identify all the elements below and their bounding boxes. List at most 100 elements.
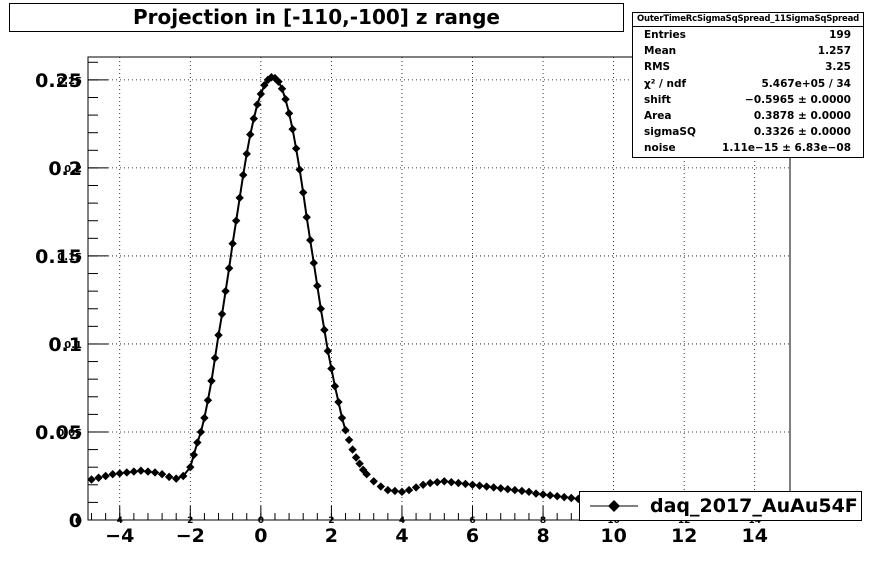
- stats-value: 3.25: [825, 61, 851, 74]
- data-point: [200, 413, 209, 423]
- stats-key: Entries: [644, 29, 686, 41]
- data-point: [411, 483, 421, 492]
- y-tick-label-secondary: 0: [75, 516, 82, 527]
- stats-value: 0.3326 ± 0.0000: [753, 126, 851, 139]
- data-point: [291, 144, 301, 153]
- data-point: [284, 109, 294, 118]
- x-tick-label-secondary: 12: [678, 516, 691, 526]
- stats-key: noise: [644, 142, 676, 155]
- stats-key: Area: [644, 109, 672, 122]
- x-tick-label: 4: [395, 525, 408, 547]
- data-point: [249, 114, 258, 123]
- y-tick-label: 0.1: [48, 334, 82, 356]
- data-point: [418, 480, 428, 489]
- data-point: [425, 478, 435, 488]
- stats-key: RMS: [644, 61, 671, 74]
- data-point: [320, 325, 329, 335]
- y-tick-label: 0: [69, 510, 82, 532]
- y-tick-label-secondary: 0.1: [64, 340, 82, 351]
- data-point: [129, 467, 139, 476]
- data-point: [531, 489, 541, 498]
- stats-box-title: OuterTimeRcSigmaSqSpread_11SigmaSqSpread: [633, 13, 863, 27]
- stats-key: sigmaSQ: [644, 126, 696, 139]
- data-point: [242, 149, 251, 159]
- data-point: [440, 477, 449, 486]
- x-tick-label-secondary: 4: [399, 516, 405, 526]
- data-point: [468, 480, 477, 489]
- data-point: [193, 438, 202, 447]
- stats-row-noise: noise 1.11e−15 ± 6.83e−08: [633, 140, 863, 156]
- stats-value: −0.5965 ± 0.0000: [745, 93, 851, 106]
- y-tick-label-secondary: 0.25: [57, 76, 82, 87]
- data-point: [150, 468, 160, 477]
- data-point: [397, 487, 407, 497]
- y-tick-label: 0.2: [48, 158, 82, 180]
- x-tick-label-secondary: 10: [607, 516, 620, 526]
- data-point: [253, 100, 262, 109]
- y-tick-label-secondary: 0.2: [64, 164, 82, 175]
- data-point: [224, 264, 234, 273]
- data-points: [87, 73, 597, 504]
- stats-row-chi2: χ² / ndf 5.467e+05 / 34: [633, 76, 863, 92]
- data-point: [295, 165, 304, 174]
- x-tick-label: 10: [600, 525, 626, 547]
- data-point: [482, 482, 491, 491]
- data-point: [362, 470, 371, 479]
- data-point: [517, 486, 527, 496]
- x-tick-label: 2: [325, 525, 338, 547]
- data-point: [263, 75, 273, 85]
- data-point: [207, 376, 216, 386]
- data-point: [196, 427, 206, 437]
- y-tick-label: 0.15: [35, 246, 82, 268]
- chart-title: Projection in [-110,-100] z range: [9, 3, 624, 32]
- data-point: [323, 346, 333, 356]
- data-point: [143, 467, 153, 476]
- data-point: [277, 84, 287, 93]
- x-tick-label-secondary: 14: [748, 516, 761, 526]
- data-point: [376, 482, 385, 491]
- data-point: [108, 470, 117, 479]
- data-point: [489, 483, 498, 492]
- data-point: [510, 485, 520, 495]
- data-point: [348, 445, 357, 454]
- data-point: [210, 353, 220, 363]
- data-point: [355, 459, 364, 468]
- stats-key: χ² / ndf: [644, 77, 687, 90]
- legend-marker-icon: [590, 500, 638, 512]
- data-point: [115, 469, 124, 478]
- data-point: [552, 492, 562, 501]
- data-point: [334, 397, 343, 407]
- data-point: [136, 466, 146, 475]
- data-point: [157, 470, 167, 479]
- data-point: [122, 468, 132, 477]
- data-point: [404, 485, 414, 495]
- y-tick-label-secondary: 0.05: [57, 428, 82, 439]
- stats-row-entries: Entries 199: [633, 27, 863, 43]
- data-point: [256, 89, 266, 99]
- data-point: [214, 330, 223, 340]
- data-point: [164, 472, 174, 482]
- data-point: [383, 485, 393, 495]
- data-point: [281, 95, 290, 104]
- stats-value: 1.257: [817, 45, 851, 58]
- data-point: [538, 490, 548, 499]
- stats-row-shift: shift −0.5965 ± 0.0000: [633, 92, 863, 108]
- data-point: [228, 239, 237, 248]
- x-tick-label-secondary: 2: [328, 516, 334, 526]
- x-tick-label: 8: [536, 525, 549, 547]
- data-point: [87, 475, 96, 484]
- data-point: [337, 413, 347, 423]
- x-tick-label-secondary: 2: [187, 516, 193, 526]
- data-point: [524, 487, 534, 497]
- stats-box: OuterTimeRcSigmaSqSpread_11SigmaSqSpread…: [632, 12, 864, 158]
- data-point: [189, 450, 199, 460]
- data-point: [327, 364, 336, 373]
- legend-label: daq_2017_AuAu54F: [650, 495, 858, 517]
- data-point: [221, 286, 230, 296]
- data-point: [274, 77, 283, 86]
- data-point: [433, 477, 442, 487]
- data-point: [186, 462, 195, 472]
- stats-value: 0.3878 ± 0.0000: [753, 109, 851, 122]
- data-point: [306, 235, 315, 245]
- data-point: [313, 281, 322, 291]
